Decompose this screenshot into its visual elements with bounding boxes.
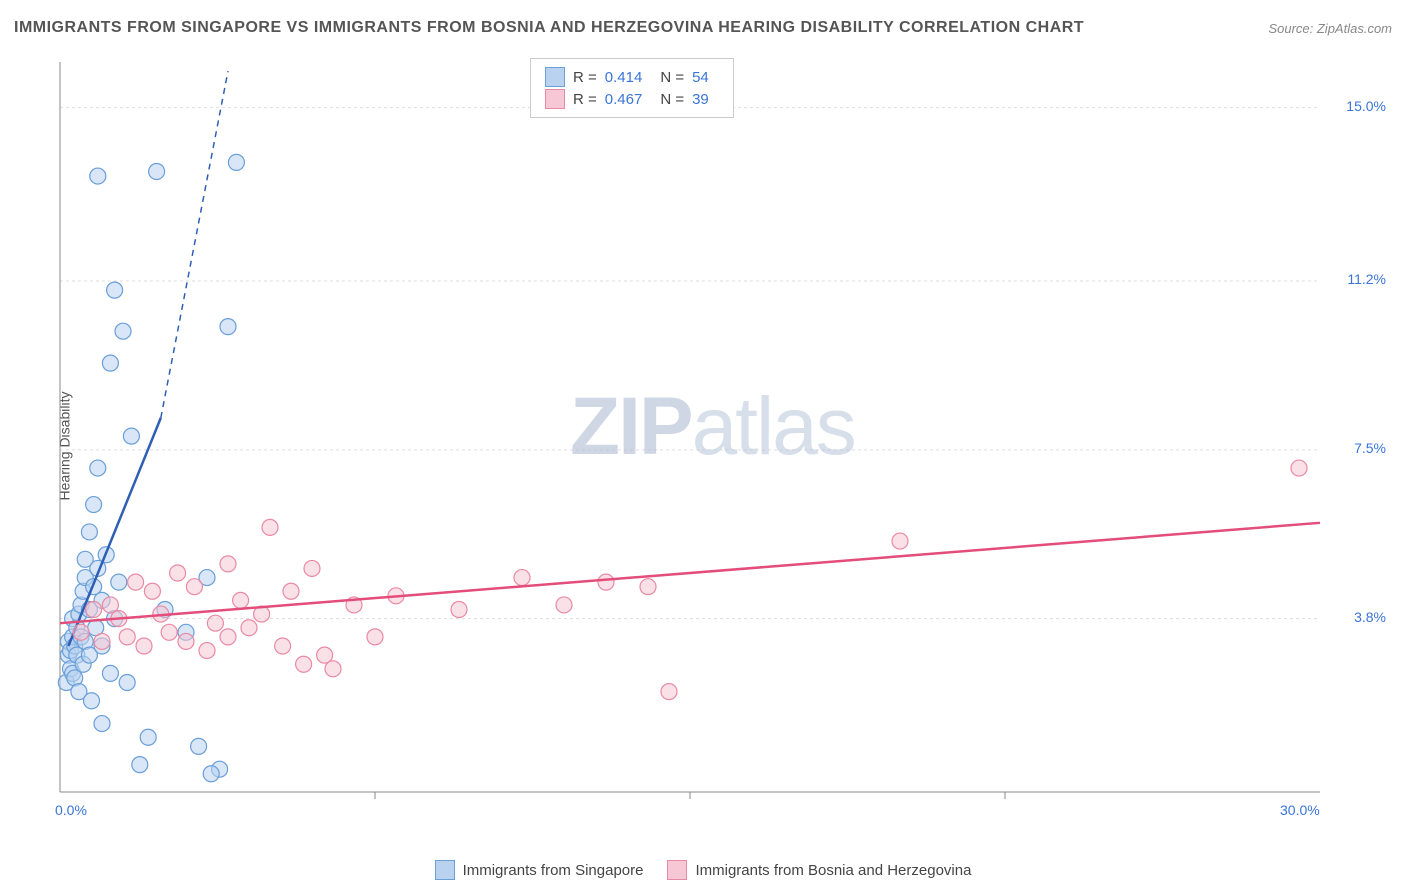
legend-item: Immigrants from Bosnia and Herzegovina (667, 860, 971, 880)
legend-item: Immigrants from Singapore (435, 860, 644, 880)
legend-stats-row: R = 0.467 N = 39 (545, 89, 719, 109)
n-value: 39 (692, 91, 709, 108)
legend-swatch (667, 860, 687, 880)
r-value: 0.414 (605, 69, 643, 86)
n-label: N = (660, 91, 684, 108)
y-tick-label: 3.8% (1354, 609, 1386, 625)
n-label: N = (660, 69, 684, 86)
series-name: Immigrants from Singapore (463, 862, 644, 879)
x-tick-label: 30.0% (1280, 802, 1320, 818)
scatter-chart (50, 52, 1380, 832)
legend-stats-box: R = 0.414 N = 54 R = 0.467 N = 39 (530, 58, 734, 118)
chart-title: IMMIGRANTS FROM SINGAPORE VS IMMIGRANTS … (14, 19, 1084, 37)
series-name: Immigrants from Bosnia and Herzegovina (695, 862, 971, 879)
legend-swatch (545, 67, 565, 87)
legend-swatch (435, 860, 455, 880)
y-tick-label: 15.0% (1346, 98, 1386, 114)
legend-swatch (545, 89, 565, 109)
y-tick-label: 7.5% (1354, 440, 1386, 456)
source-label: Source: ZipAtlas.com (1268, 21, 1392, 36)
n-value: 54 (692, 69, 709, 86)
r-label: R = (573, 69, 597, 86)
series-legend: Immigrants from Singapore Immigrants from… (0, 860, 1406, 884)
y-tick-label: 11.2% (1347, 271, 1386, 287)
r-label: R = (573, 91, 597, 108)
r-value: 0.467 (605, 91, 643, 108)
legend-stats-row: R = 0.414 N = 54 (545, 67, 719, 87)
x-tick-label: 0.0% (55, 802, 87, 818)
